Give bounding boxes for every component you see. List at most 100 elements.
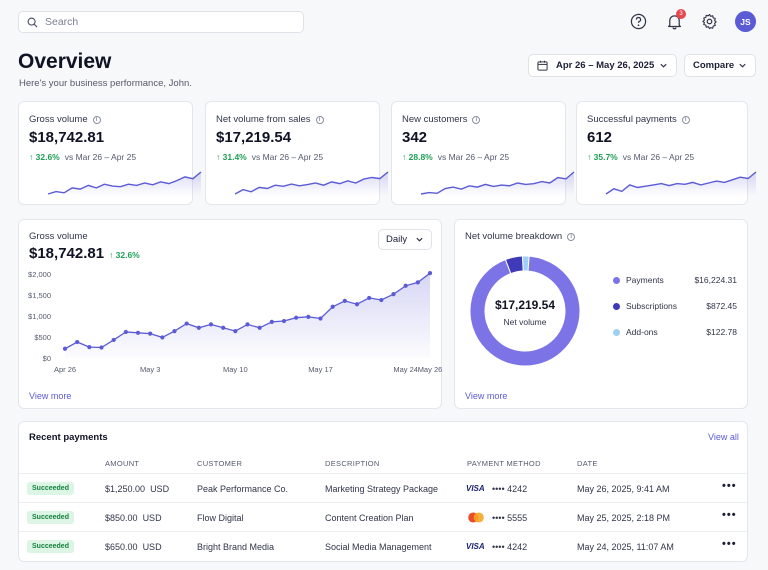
kpi-card-new-customers[interactable]: New customers i 342 ↑ 28.8% vs Mar 26 – Ap… xyxy=(391,101,575,205)
sparkline-line xyxy=(420,171,575,195)
sparkline xyxy=(47,171,202,196)
more-actions-icon[interactable]: ••• xyxy=(722,538,737,550)
data-point xyxy=(135,330,141,335)
status-badge: Succeeded xyxy=(27,540,74,553)
sparkline xyxy=(605,171,757,196)
chevron-down-icon xyxy=(416,237,423,242)
sparkline-area xyxy=(48,172,201,196)
kpi-card-successful-payments[interactable]: Successful payments i 612 ↑ 35.7% vs Mar 2… xyxy=(576,101,757,205)
date-range-label: Apr 26 – May 26, 2025 xyxy=(556,60,655,71)
more-actions-icon[interactable]: ••• xyxy=(722,480,737,492)
kpi-card-net-volume[interactable]: Net volume from sales i $17,219.54 ↑ 31.4… xyxy=(205,101,389,205)
data-point xyxy=(318,316,323,321)
customer-cell: Flow Digital xyxy=(197,513,244,523)
more-actions-icon[interactable]: ••• xyxy=(722,509,737,521)
info-icon[interactable]: i xyxy=(92,115,101,124)
legend-dot xyxy=(613,302,620,310)
info-icon[interactable]: i xyxy=(472,115,481,124)
data-point xyxy=(160,335,165,340)
data-point xyxy=(221,325,226,330)
info-icon[interactable]: i xyxy=(567,232,576,241)
customer-cell: Bright Brand Media xyxy=(197,542,275,552)
x-tick-label: May 24 xyxy=(393,365,418,374)
y-tick-label: $500 xyxy=(34,333,51,342)
search-bar[interactable] xyxy=(18,11,304,33)
kpi-value: $17,219.54 xyxy=(216,129,292,146)
data-point xyxy=(403,283,408,288)
card-last4: •••• 4242 xyxy=(492,542,528,552)
kpi-compare: vs Mar 26 – Apr 25 xyxy=(437,152,510,162)
customer-cell: Peak Performance Co. xyxy=(197,484,289,494)
calendar-icon xyxy=(537,60,548,71)
data-point xyxy=(99,345,104,350)
area-fill xyxy=(65,273,430,358)
status-badge: Succeeded xyxy=(27,482,74,495)
column-header: PAYMENT METHOD xyxy=(467,459,541,468)
x-tick-label: May 3 xyxy=(140,365,160,374)
kpi-value: 612 xyxy=(587,129,613,146)
kpi-label: Gross volume xyxy=(29,114,88,125)
search-input[interactable] xyxy=(45,16,285,28)
donut-center-value: $17,219.54 xyxy=(494,298,556,312)
settings-gear-icon[interactable] xyxy=(699,11,719,31)
compare-button[interactable]: Compare xyxy=(684,54,756,77)
data-point xyxy=(87,344,92,350)
user-avatar[interactable]: JS xyxy=(735,11,756,32)
data-point xyxy=(75,339,80,345)
table-row[interactable]: Succeeded $650.00 USD Bright Brand Media… xyxy=(19,531,747,560)
sparkline xyxy=(420,171,575,196)
kpi-delta: ↑ 28.8% xyxy=(402,152,433,162)
notification-count-badge: 3 xyxy=(676,9,686,19)
donut-chart xyxy=(469,255,581,367)
visa-icon: VISA xyxy=(466,484,485,493)
kpi-delta: ↑ 35.7% xyxy=(587,152,618,162)
kpi-delta: ↑ 32.6% xyxy=(29,152,60,162)
description-cell: Social Media Management xyxy=(325,542,432,552)
column-header: DESCRIPTION xyxy=(325,459,380,468)
table-row[interactable]: Succeeded $1,250.00 USD Peak Performance… xyxy=(19,473,747,502)
description-cell: Marketing Strategy Package xyxy=(325,484,439,494)
table-row[interactable]: Succeeded $850.00 USD Flow Digital Conte… xyxy=(19,502,747,531)
legend-item-payments: Payments $16,224.31 xyxy=(613,275,737,285)
sparkline-line xyxy=(47,171,202,195)
y-tick-label: $1,500 xyxy=(28,291,51,300)
info-icon[interactable]: i xyxy=(315,115,324,124)
visa-icon: VISA xyxy=(466,542,485,551)
column-header: AMOUNT xyxy=(105,459,140,468)
breakdown-label: Net volume breakdown xyxy=(465,231,563,242)
data-point xyxy=(342,298,347,303)
sparkline-area xyxy=(421,172,574,196)
gross-volume-chart-card: Gross volume $18,742.81 ↑ 32.6% Daily $0… xyxy=(18,219,442,409)
data-point xyxy=(281,318,287,324)
kpi-card-gross-volume[interactable]: Gross volume i $18,742.81 ↑ 32.6% vs Mar 2… xyxy=(18,101,202,205)
card-last4: •••• 5555 xyxy=(492,513,528,523)
view-all-link[interactable]: View all xyxy=(708,432,739,442)
net-volume-breakdown-card: Net volume breakdown i $17,219.54 Net vol… xyxy=(454,219,748,409)
view-more-link[interactable]: View more xyxy=(29,391,72,401)
chevron-down-icon xyxy=(739,63,746,68)
view-more-link[interactable]: View more xyxy=(465,391,508,401)
description-cell: Content Creation Plan xyxy=(325,513,414,523)
x-tick-label: May 10 xyxy=(223,365,248,374)
period-select[interactable]: Daily xyxy=(378,229,432,250)
chart-value: $18,742.81 xyxy=(29,245,105,262)
donut-slice xyxy=(469,255,581,367)
kpi-label: Successful payments xyxy=(587,114,677,125)
x-tick-label: Apr 26 xyxy=(54,365,76,374)
card-last4: •••• 4242 xyxy=(492,484,528,494)
sparkline xyxy=(234,171,389,196)
search-icon xyxy=(27,17,38,28)
legend-dot xyxy=(613,328,620,336)
data-point xyxy=(148,331,153,336)
mastercard-icon xyxy=(468,512,484,523)
date-range-button[interactable]: Apr 26 – May 26, 2025 xyxy=(528,54,677,77)
kpi-compare: vs Mar 26 – Apr 25 xyxy=(64,152,137,162)
y-tick-label: $1,000 xyxy=(28,312,51,321)
donut-hole xyxy=(486,272,564,350)
period-label: Daily xyxy=(386,234,408,245)
data-point xyxy=(367,295,372,301)
info-icon[interactable]: i xyxy=(681,115,690,124)
data-point xyxy=(257,325,262,330)
amount-cell: $1,250.00 USD xyxy=(105,484,170,494)
help-icon[interactable] xyxy=(628,11,648,31)
